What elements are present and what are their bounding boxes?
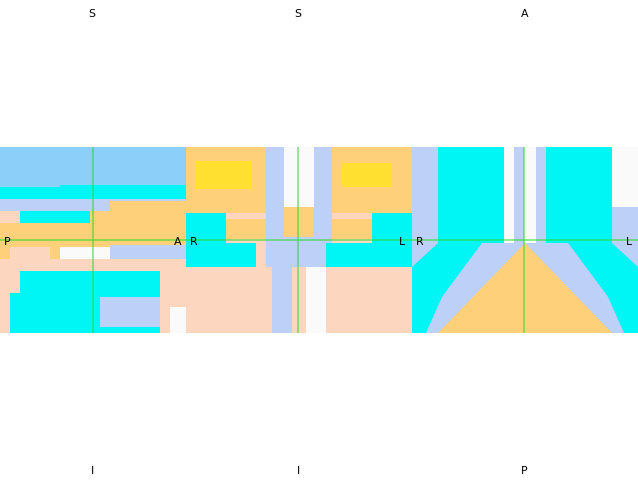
label-anterior: A [174, 235, 182, 248]
label-left: L [626, 235, 633, 248]
label-superior: S [89, 7, 96, 20]
label-superior: S [295, 7, 302, 20]
label-right: R [190, 235, 198, 248]
label-inferior: I [91, 464, 95, 477]
sagittal-view[interactable]: S [0, 0, 186, 480]
label-posterior: P [521, 464, 528, 477]
axial-slice[interactable] [412, 147, 638, 333]
label-left: L [399, 235, 406, 248]
label-inferior: I [297, 464, 301, 477]
label-right: R [416, 235, 424, 248]
axial-view[interactable]: A R L [412, 0, 638, 480]
label-posterior: P [4, 235, 11, 248]
coronal-slice[interactable] [186, 147, 412, 333]
label-anterior: A [521, 7, 529, 20]
sagittal-slice[interactable] [0, 147, 186, 333]
coronal-view[interactable]: S [186, 0, 412, 480]
